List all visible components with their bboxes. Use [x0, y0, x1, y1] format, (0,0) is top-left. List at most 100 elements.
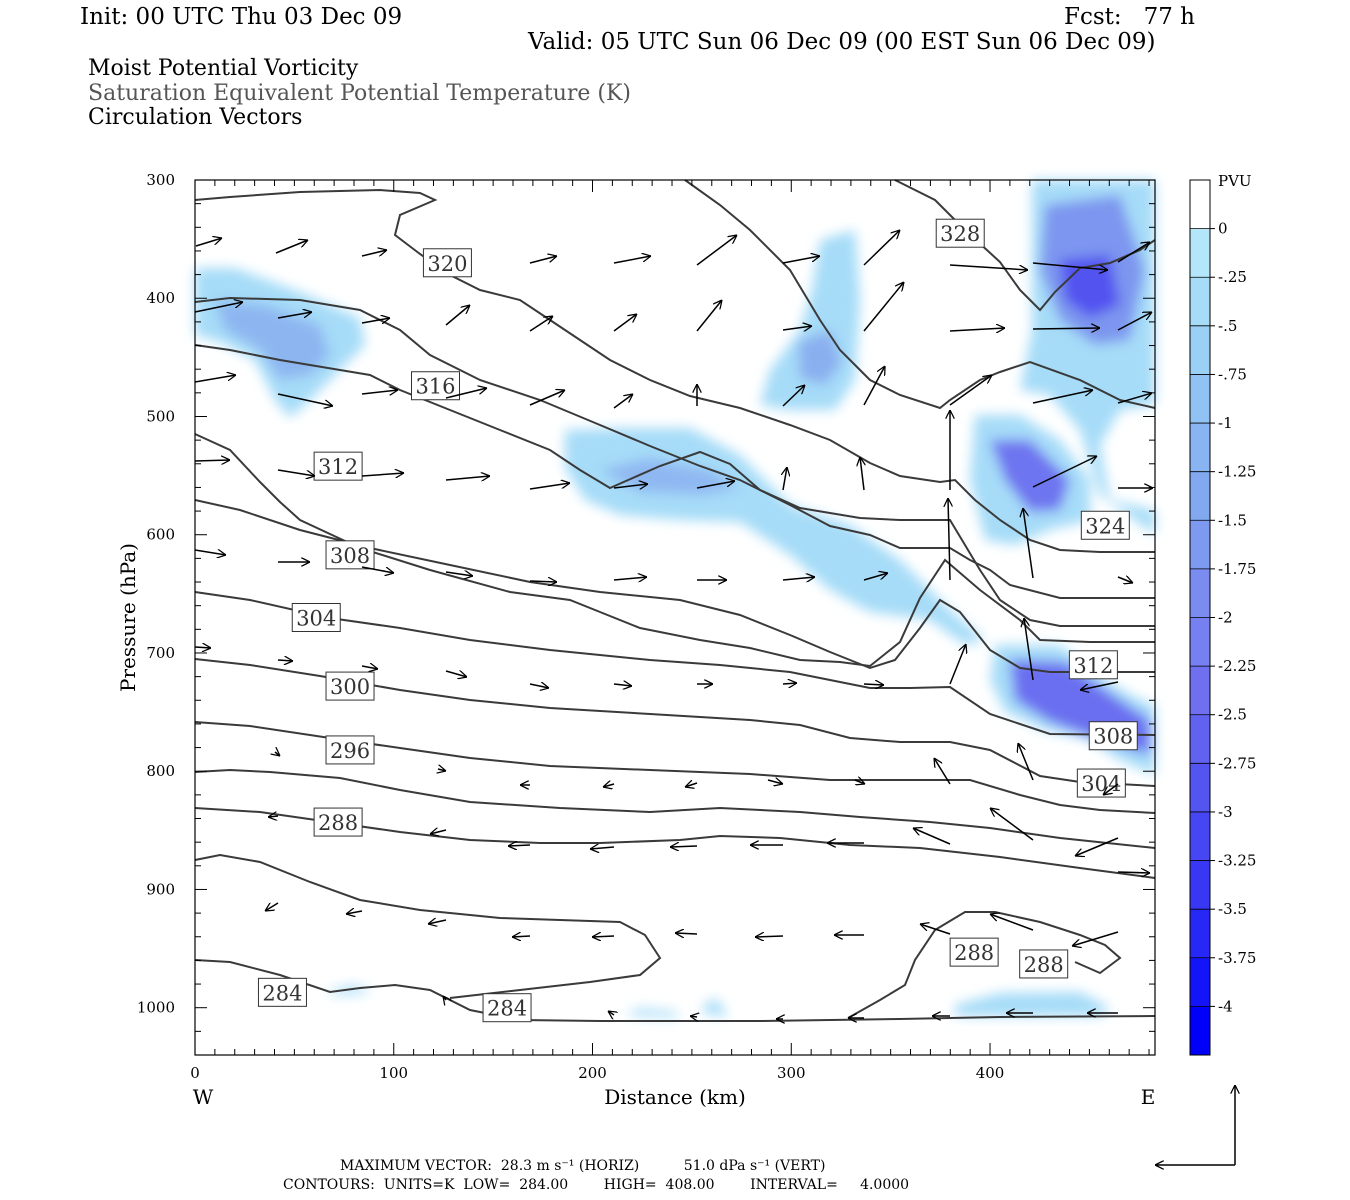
vector [863, 282, 904, 332]
vector [755, 936, 784, 937]
vector [690, 1016, 697, 1017]
y-tick-label: 600 [146, 526, 175, 544]
colorbar-segment [1190, 811, 1210, 862]
contour-label: 288 [1024, 953, 1064, 977]
vector [275, 752, 280, 756]
contour-label: 320 [427, 252, 467, 276]
vector [696, 481, 735, 489]
vector [1072, 931, 1119, 946]
colorbar-segment [1190, 763, 1210, 813]
contour-label-box [482, 993, 532, 1023]
vector [696, 235, 737, 266]
colorbar-segment [1190, 617, 1210, 667]
colorbar-segment [1190, 228, 1210, 278]
vector [529, 483, 570, 490]
vector [265, 902, 279, 911]
x-tick-label: 200 [578, 1064, 607, 1082]
y-tick-label: 800 [146, 762, 175, 780]
x-tick-label: 300 [777, 1064, 806, 1082]
init-time: Init: 00 UTC Thu 03 Dec 09 [80, 4, 403, 30]
contour-288a [194, 853, 662, 999]
colorbar-segment [1190, 568, 1210, 618]
x-axis-title: Distance (km) [604, 1085, 746, 1109]
contour-label-box [1088, 721, 1138, 751]
vector [1117, 311, 1152, 331]
colorbar-segment [1190, 180, 1210, 230]
contour-312 [194, 433, 1155, 668]
colorbar-label: -3.75 [1218, 949, 1256, 967]
contour-308 [194, 499, 1155, 673]
vector [195, 238, 222, 247]
colorbar-label: -3.5 [1218, 900, 1247, 918]
vector [613, 684, 632, 686]
colorbar-segment [1190, 471, 1210, 521]
vector [863, 230, 900, 266]
contour-label: 288 [318, 811, 358, 835]
x-end-label-west: W [193, 1085, 214, 1109]
vector [783, 467, 787, 491]
vector [863, 684, 884, 685]
vector [782, 385, 805, 407]
colorbar-label: -1 [1218, 414, 1233, 432]
vector [529, 256, 557, 264]
vector [428, 920, 447, 924]
colorbar-label: -3.25 [1218, 852, 1256, 870]
vector [854, 780, 865, 784]
vector [1117, 872, 1150, 873]
max-vector-note: MAXIMUM VECTOR: 28.3 m s⁻¹ (HORIZ) 51.0 … [340, 1158, 826, 1174]
contour-label-box [325, 540, 375, 570]
pv-region-surface-east [955, 992, 1110, 1016]
valid-time: Valid: 05 UTC Sun 06 Dec 09 (00 EST Sun … [528, 29, 1156, 55]
contour-label: 312 [1073, 654, 1113, 678]
vector [990, 808, 1034, 841]
vector [934, 758, 951, 785]
colorbar-label: -1.75 [1218, 560, 1256, 578]
vector [275, 240, 308, 254]
contour-label: 304 [1081, 772, 1121, 796]
vector [863, 366, 885, 406]
vector [443, 996, 446, 1000]
vector [445, 671, 467, 677]
contour-label-box [313, 451, 363, 481]
vector [590, 847, 615, 849]
colorbar-label: -.75 [1218, 365, 1247, 383]
pv-region-mid-band [565, 428, 985, 645]
colorbar-label: -2.25 [1218, 657, 1256, 675]
vector [613, 256, 651, 264]
vector [277, 393, 333, 406]
x-tick-label: 100 [379, 1064, 408, 1082]
vector [949, 375, 992, 406]
colorbar-label: -2 [1218, 609, 1233, 627]
contour-296 [194, 768, 1156, 849]
vector [613, 484, 648, 488]
colorbar-segment [1190, 860, 1210, 910]
pv-region-tongue-core [798, 330, 842, 385]
vector [1103, 783, 1119, 795]
vector [782, 577, 815, 580]
vector [438, 769, 446, 771]
forecast-hour: Fcst: 77 h [1064, 4, 1195, 30]
vector [277, 469, 315, 476]
vector [445, 476, 490, 480]
contour-label-box [291, 603, 341, 632]
vector [1032, 390, 1093, 404]
colorbar-segment [1190, 666, 1210, 716]
colorbar-label: -.5 [1218, 317, 1237, 335]
colorbar-segment [1190, 423, 1210, 473]
vector [592, 936, 615, 937]
contour-label: 316 [415, 375, 455, 399]
vector [920, 924, 951, 935]
colorbar-segment [1190, 909, 1210, 959]
colorbar-segment [1190, 1006, 1210, 1056]
reference-vector [1155, 1085, 1235, 1165]
contour-316 [194, 344, 1155, 627]
contour-label-box [1076, 768, 1126, 798]
y-tick-label: 400 [146, 289, 175, 307]
vector [508, 845, 531, 846]
vector [782, 683, 797, 684]
contour-label-box [1019, 949, 1069, 979]
contour-label-box [410, 371, 460, 401]
contour-label: 284 [262, 981, 302, 1005]
field-title-2: Saturation Equivalent Potential Temperat… [88, 81, 631, 106]
